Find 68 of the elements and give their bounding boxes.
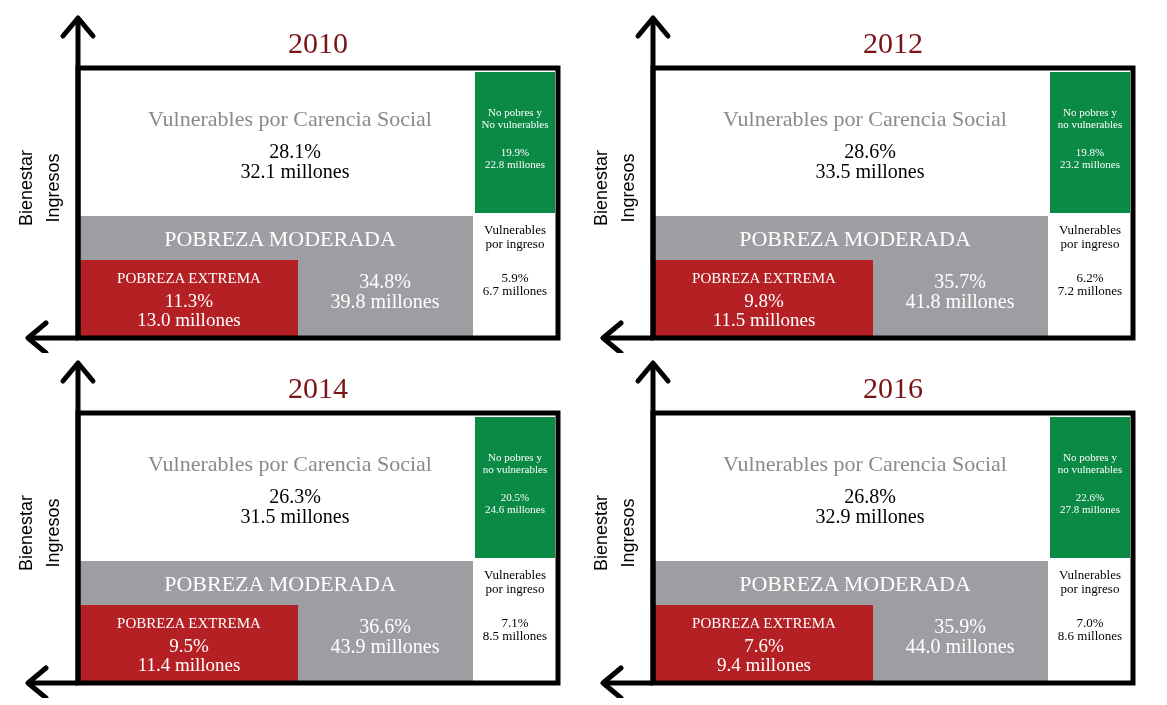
category-label: POBREZA MODERADA <box>164 571 396 596</box>
category-label: POBREZA MODERADA <box>739 226 971 251</box>
category-label: POBREZA EXTREMA <box>117 270 262 286</box>
data-label: 9.8% <box>744 290 784 311</box>
data-label: 26.3% <box>269 485 321 507</box>
data-label: 19.8% <box>1075 146 1105 158</box>
category-label: No pobres y No vulnerables <box>481 106 549 130</box>
data-label: 7.6% <box>744 635 784 656</box>
data-label: 7.2 millones <box>1057 283 1123 298</box>
text: 2016 <box>863 371 923 404</box>
data-label: 6.2% <box>1076 270 1104 285</box>
data-label: 9.4 millones <box>717 654 811 675</box>
category-label: Vulnerables por ingreso <box>1058 567 1122 596</box>
data-label: 41.8 millones <box>905 290 1015 312</box>
data-label: 22.8 millones <box>485 158 545 171</box>
text: 2012 <box>863 26 923 59</box>
category-label: POBREZA EXTREMA <box>692 615 837 631</box>
data-label: 11.3% <box>164 290 214 311</box>
data-label: 32.9 millones <box>815 505 925 527</box>
category-label: No pobres y no vulnerables <box>1057 106 1123 130</box>
data-label: 44.0 millones <box>905 635 1015 657</box>
data-label: 5.9% <box>501 270 529 285</box>
category-label: POBREZA EXTREMA <box>117 615 262 631</box>
text: Bienestar Ingresos <box>591 494 638 572</box>
data-label: 9.5% <box>169 635 209 656</box>
data-label: 7.1% <box>501 615 529 630</box>
category-label: POBREZA MODERADA <box>164 226 396 251</box>
text: 2010 <box>288 26 348 59</box>
data-label: 8.5 millones <box>482 628 548 643</box>
data-label: 24.6 millones <box>485 503 545 516</box>
data-label: 33.5 millones <box>815 160 925 182</box>
data-label: 27.8 millones <box>1060 503 1120 516</box>
text: Bienestar Ingresos <box>16 494 63 572</box>
data-label: 6.7 millones <box>482 283 548 298</box>
data-label: 36.6% <box>359 615 411 637</box>
data-label: 43.9 millones <box>330 635 440 657</box>
text: Bienestar Ingresos <box>16 149 63 227</box>
data-label: 28.1% <box>269 140 321 162</box>
category-label: Vulnerables por Carencia Social <box>148 451 432 476</box>
data-label: 8.6 millones <box>1057 628 1123 643</box>
data-label: 20.5% <box>500 491 530 503</box>
category-label: POBREZA MODERADA <box>739 571 971 596</box>
category-label: Vulnerables por Carencia Social <box>723 106 1007 131</box>
data-label: 39.8 millones <box>330 290 440 312</box>
data-label: 31.5 millones <box>240 505 350 527</box>
data-label: 34.8% <box>359 270 411 292</box>
data-label: 35.7% <box>934 270 986 292</box>
data-label: 13.0 millones <box>137 309 241 330</box>
data-label: 7.0% <box>1076 615 1104 630</box>
data-label: 11.4 millones <box>137 654 241 675</box>
data-label: 35.9% <box>934 615 986 637</box>
category-label: No pobres y no vulnerables <box>482 451 548 475</box>
category-label: Vulnerables por ingreso <box>483 567 547 596</box>
data-label: 22.6% <box>1075 491 1105 503</box>
category-label: Vulnerables por ingreso <box>483 222 547 251</box>
category-label: POBREZA EXTREMA <box>692 270 837 286</box>
category-label: Vulnerables por Carencia Social <box>723 451 1007 476</box>
category-label: Vulnerables por ingreso <box>1058 222 1122 251</box>
data-label: 23.2 millones <box>1060 158 1120 171</box>
category-label: No pobres y no vulnerables <box>1057 451 1123 475</box>
data-label: 26.8% <box>844 485 896 507</box>
data-label: 28.6% <box>844 140 896 162</box>
data-label: 11.5 millones <box>712 309 816 330</box>
data-label: 32.1 millones <box>240 160 350 182</box>
data-label: 19.9% <box>500 146 530 158</box>
text: Bienestar Ingresos <box>591 149 638 227</box>
category-label: Vulnerables por Carencia Social <box>148 106 432 131</box>
text: 2014 <box>288 371 348 404</box>
